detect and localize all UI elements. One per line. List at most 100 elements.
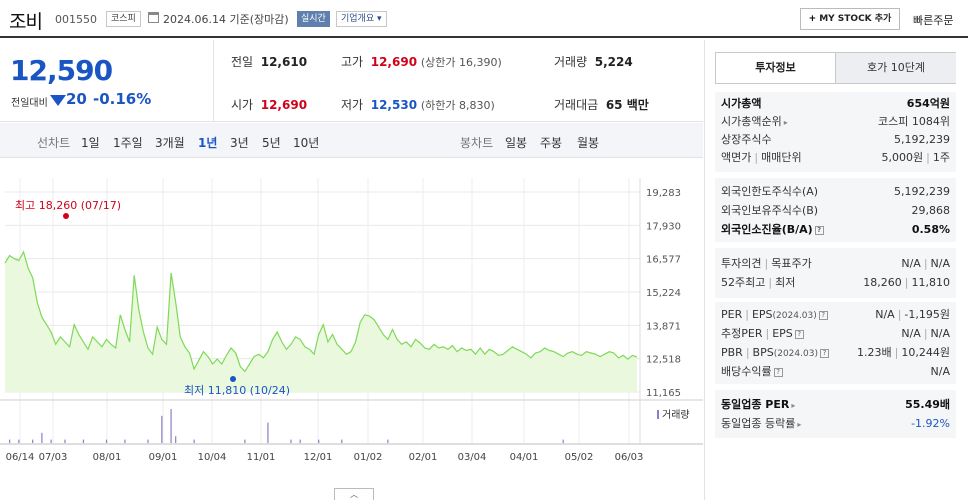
price-line <box>4 250 638 373</box>
foreign-limit-row: 외국인한도주식수(A) 5,192,239 <box>721 185 950 198</box>
low-price: 저가 12,530 (하한가 8,830) <box>341 98 495 112</box>
listed-shares-row: 상장주식수 5,192,239 <box>721 133 950 146</box>
price-chart-svg: 19,283 17,930 16,577 15,224 13,871 12,518 11,1… <box>0 178 703 463</box>
tab-5y[interactable]: 5년 <box>262 136 281 150</box>
volume-bar <box>105 439 108 443</box>
x-tick-label: 06/14 <box>6 452 35 463</box>
high-annotation: 최고 18,260 (07/17) <box>15 199 121 212</box>
foreign-hold-row: 외국인보유주식수(B) 29,868 <box>721 204 950 217</box>
help-icon: ? <box>773 367 783 377</box>
divider <box>213 40 214 122</box>
opinion-box: 투자의견 | 목표주가 N/A | N/A 52주최고 | 최저 18,260 | 11,810 <box>715 248 956 298</box>
company-overview-dropdown[interactable]: 기업개요 ▾ <box>336 11 387 27</box>
tab-investment-info[interactable]: 투자정보 <box>716 53 836 83</box>
volume-bar <box>124 439 126 443</box>
volume-bar <box>50 439 52 443</box>
low-marker <box>230 376 236 382</box>
open-price: 시가 12,690 <box>231 98 308 112</box>
x-tick-label: 07/03 <box>39 452 68 463</box>
volume-legend-swatch <box>657 410 659 419</box>
y-tick-label: 11,165 <box>646 388 681 399</box>
y-tick-label: 19,283 <box>646 188 681 199</box>
volume: 거래량 5,224 <box>554 55 633 69</box>
face-value-row: 액면가 | 매매단위 5,000원 | 1주 <box>721 151 950 164</box>
market-cap-box: 시가총액 654억원 시가총액순위 ▸ 코스피 1084위 상장주식수 5,192,23… <box>715 92 956 172</box>
y-tick-label: 16,577 <box>646 255 681 266</box>
chevron-right-icon: ▸ <box>783 118 788 127</box>
volume-bar <box>267 422 269 443</box>
x-tick-label: 04/01 <box>510 452 539 463</box>
industry-box: 동일업종 PER ▸ 55.49배 동일업종 등락률 ▸ -1.92% <box>715 390 956 438</box>
chevron-right-icon: ▸ <box>797 420 802 429</box>
volume-bar <box>18 439 20 443</box>
stock-code: 001550 <box>55 13 97 26</box>
opinion-row: 투자의견 | 목표주가 N/A | N/A <box>721 257 950 270</box>
realtime-badge[interactable]: 실시간 <box>297 11 330 27</box>
industry-change-row[interactable]: 동일업종 등락률 ▸ -1.92% <box>721 417 950 430</box>
y-tick-label: 12,518 <box>646 355 681 366</box>
chevron-right-icon: ▸ <box>791 401 796 410</box>
high-marker <box>63 213 69 219</box>
y-tick-label: 15,224 <box>646 288 681 299</box>
tab-1y[interactable]: 1년 <box>198 136 218 150</box>
market-cap-rank-row[interactable]: 시가총액순위 ▸ 코스피 1084위 <box>721 115 950 128</box>
y-tick-label: 13,871 <box>646 321 681 332</box>
x-tick-label: 08/01 <box>93 452 122 463</box>
stock-header: 조비 001550 코스피 2024.06.14 기준(장마감) 실시간 기업개… <box>0 0 968 38</box>
tab-weekly[interactable]: 주봉 <box>540 136 563 150</box>
line-chart-label: 선차트 <box>37 136 71 150</box>
quick-order-link[interactable]: 빠른주문 <box>913 14 954 27</box>
price-chart[interactable]: 19,283 17,930 16,577 15,224 13,871 12,518 11,1… <box>0 158 703 500</box>
help-icon: ? <box>818 310 828 320</box>
foreign-box: 외국인한도주식수(A) 5,192,239 외국인보유주식수(B) 29,868 외… <box>715 178 956 242</box>
down-triangle-icon <box>50 95 66 106</box>
current-price: 12,590 <box>10 54 113 87</box>
volume-bar <box>161 415 163 443</box>
x-tick-label: 02/01 <box>409 452 438 463</box>
dividend-row: 배당수익률? N/A <box>721 365 950 378</box>
tab-3m[interactable]: 3개월 <box>155 136 185 150</box>
tab-10y[interactable]: 10년 <box>293 136 320 150</box>
volume-bar <box>32 439 34 443</box>
foreign-ratio-row: 외국인소진율(B/A)? 0.58% <box>721 223 950 236</box>
volume-bar <box>170 409 172 443</box>
volume-bar <box>562 439 564 443</box>
volume-bar <box>64 439 66 443</box>
tab-daily[interactable]: 일봉 <box>505 136 528 150</box>
low-annotation: 최저 11,810 (10/24) <box>184 384 290 397</box>
company-overview-label: 기업개요 <box>341 14 375 24</box>
per-eps-row: PER | EPS(2024.03)? N/A | -1,195원 <box>721 308 950 321</box>
quote-summary: 12,590 전일대비 20 -0.16% 전일 12,610 고가 12,69… <box>0 40 703 122</box>
stock-name: 조비 <box>9 11 43 33</box>
x-tick-label: 11/01 <box>247 452 276 463</box>
x-tick-label: 03/04 <box>458 452 487 463</box>
volume-bar <box>318 439 320 443</box>
volume-bar <box>341 439 343 443</box>
chart-tabs: 선차트 1일 1주일 3개월 1년 3년 5년 10년 봉차트 일봉 주봉 월봉 <box>0 123 703 158</box>
plus-icon: + <box>808 14 817 24</box>
tab-3y[interactable]: 3년 <box>230 136 249 150</box>
industry-per-row[interactable]: 동일업종 PER ▸ 55.49배 <box>721 398 950 411</box>
tab-1d[interactable]: 1일 <box>81 136 100 150</box>
price-change-pct: -0.16% <box>93 90 152 108</box>
help-icon: ? <box>794 329 804 339</box>
tab-1w[interactable]: 1주일 <box>113 136 143 150</box>
base-date: 2024.06.14 기준(장마감) <box>163 13 289 26</box>
tab-monthly[interactable]: 월봉 <box>577 136 600 150</box>
volume-bar <box>290 439 292 443</box>
price-area-fill <box>5 251 637 392</box>
valuation-box: PER | EPS(2024.03)? N/A | -1,195원 추정PER | EPS? N… <box>715 302 956 384</box>
x-tick-label: 10/04 <box>198 452 227 463</box>
high-price: 고가 12,690 (상한가 16,390) <box>341 55 502 69</box>
chart-collapse-button[interactable]: ︿ <box>334 488 374 500</box>
volume-bar <box>299 439 301 443</box>
x-tick-label: 05/02 <box>565 452 594 463</box>
volume-bar <box>175 436 177 443</box>
tab-orderbook[interactable]: 호가 10단계 <box>836 53 956 83</box>
info-tabs: 투자정보 호가 10단계 <box>715 52 956 84</box>
est-per-row: 추정PER | EPS? N/A | N/A <box>721 327 950 340</box>
52w-row: 52주최고 | 최저 18,260 | 11,810 <box>721 276 950 289</box>
price-change: 20 <box>66 90 87 108</box>
volume-bar <box>193 439 195 443</box>
mystock-add-button[interactable]: + MY STOCK 추가 <box>800 8 900 30</box>
